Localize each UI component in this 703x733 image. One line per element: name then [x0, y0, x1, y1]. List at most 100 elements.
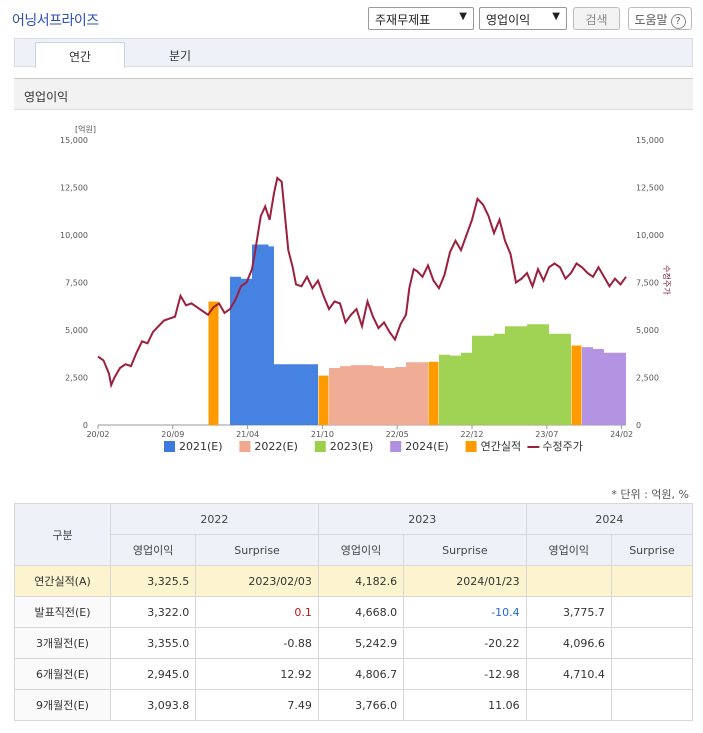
table-row: 발표직전(E) 3,322.0 0.1 4,668.0 -10.4 3,775.7: [14, 596, 694, 628]
legend-swatch: [465, 441, 477, 452]
tab-quarterly[interactable]: 분기: [168, 49, 192, 63]
y-tick-label: 7,500: [65, 279, 88, 288]
table-cell: 5,242.9: [317, 627, 405, 659]
table-cell: 3,766.0: [317, 689, 405, 721]
legend-label: 2021(E): [179, 440, 223, 453]
actual-bar: [428, 361, 439, 425]
table-cell: -20.22: [403, 627, 527, 659]
legend-swatch: [314, 441, 326, 452]
legend-swatch: [390, 441, 402, 452]
chevron-down-icon: ▼: [459, 11, 467, 22]
table-cell: [525, 565, 612, 597]
metric-select[interactable]: 영업이익 ▼: [479, 7, 567, 30]
y-axis-unit: [억원]: [75, 124, 96, 134]
search-button[interactable]: 검색: [573, 7, 620, 30]
table-cell: [610, 565, 694, 597]
x-tick-label: 20/02: [86, 430, 109, 439]
table-cell: 4,668.0: [317, 596, 405, 628]
earnings-chart: [억원] 15,000 15,000 12,500 12,500 10,000 10,000…: [14, 110, 693, 460]
legend-label: 2022(E): [254, 440, 298, 453]
estimate-area: [582, 347, 626, 425]
y-tick-label: 10,000: [60, 231, 88, 240]
y-tick-label: 0: [83, 421, 88, 430]
actual-bar: [571, 345, 582, 425]
row-label: 연간실적(A): [14, 565, 111, 597]
legend-swatch: [239, 441, 251, 452]
y-right-tick-label: 2,500: [636, 374, 659, 383]
legend-label: 2023(E): [330, 440, 374, 453]
x-tick-label: 21/04: [236, 430, 259, 439]
table-cell: 0.1: [195, 596, 319, 628]
y-tick-label: 12,500: [60, 184, 88, 193]
table-cell: 11.06: [403, 689, 527, 721]
statement-select-value: 주재무제표: [375, 13, 431, 27]
help-button-label: 도움말: [634, 13, 668, 27]
table-row: 연간실적(A) 3,325.5 2023/02/03 4,182.6 2024/01/2…: [14, 565, 694, 597]
legend-label: 연간실적: [481, 440, 521, 453]
table-cell: [610, 689, 694, 721]
legend-label: 수정주가: [542, 440, 582, 453]
y-right-tick-label: 0: [636, 421, 641, 430]
table-body: 연간실적(A) 3,325.5 2023/02/03 4,182.6 2024/01/2…: [14, 565, 694, 721]
table-cell: -0.88: [195, 627, 319, 659]
subheader-op-income: 영업이익: [317, 534, 405, 566]
question-icon: ?: [670, 14, 686, 29]
table-cell: [525, 689, 612, 721]
metric-select-value: 영업이익: [486, 13, 531, 27]
header-year-2024: 2024: [525, 503, 694, 535]
chart-svg: [억원] 15,000 15,000 12,500 12,500 10,000 10,000…: [60, 124, 672, 453]
row-label: 6개월전(E): [14, 658, 111, 690]
y-tick-label: 5,000: [65, 326, 88, 335]
price-line: [97, 176, 627, 389]
header-category: 구분: [14, 503, 111, 566]
table-cell: 4,096.6: [525, 627, 612, 659]
y-right-tick-label: 5,000: [636, 326, 659, 335]
table-cell: 3,355.0: [109, 627, 197, 659]
help-button[interactable]: 도움말?: [628, 7, 692, 30]
table-cell: [610, 627, 694, 659]
estimate-area: [439, 324, 571, 425]
table-cell: 4,710.4: [525, 658, 612, 690]
y-right-axis-label: 수정주가: [662, 265, 672, 295]
subheader-op-income: 영업이익: [109, 534, 197, 566]
y-right-tick-label: 15,000: [636, 136, 664, 145]
table-cell: 2,945.0: [109, 658, 197, 690]
x-tick-label: 20/09: [161, 430, 184, 439]
x-tick-label: 22/12: [460, 430, 483, 439]
x-tick-label: 21/10: [311, 430, 334, 439]
table-cell: [610, 658, 694, 690]
table-cell: 4,806.7: [317, 658, 405, 690]
row-label: 9개월전(E): [14, 689, 111, 721]
y-right-tick-label: 12,500: [636, 184, 664, 193]
table-row: 3개월전(E) 3,355.0 -0.88 5,242.9 -20.22 4,096.6: [14, 627, 694, 659]
table-cell: -10.4: [403, 596, 527, 628]
subheader-op-income: 영업이익: [525, 534, 612, 566]
table-cell: 12.92: [195, 658, 319, 690]
table-row: 6개월전(E) 2,945.0 12.92 4,806.7 -12.98 4,710.4: [14, 658, 694, 690]
table-cell: 7.49: [195, 689, 319, 721]
tab-annual[interactable]: 연간: [35, 42, 125, 68]
table-cell: -12.98: [403, 658, 527, 690]
actual-bar: [318, 375, 329, 425]
table-cell: 4,182.6: [317, 565, 405, 597]
row-label: 발표직전(E): [14, 596, 111, 628]
estimate-area: [329, 361, 428, 425]
table-row: 9개월전(E) 3,093.8 7.49 3,766.0 11.06: [14, 689, 694, 721]
estimate-area: [230, 244, 318, 425]
header-year-2022: 2022: [110, 503, 319, 535]
y-tick-label: 15,000: [60, 136, 88, 145]
header: 어닝서프라이즈 주재무제표 ▼ 영업이익 ▼ 검색 도움말?: [0, 0, 703, 36]
table-cell: 2023/02/03: [195, 565, 319, 597]
x-tick-label: 22/05: [386, 430, 409, 439]
unit-note: * 단위 : 억원, %: [611, 488, 689, 501]
table-cell: 3,325.5: [109, 565, 197, 597]
subheader-surprise: Surprise: [195, 534, 319, 566]
actual-bar: [208, 301, 219, 425]
statement-select[interactable]: 주재무제표 ▼: [368, 7, 474, 30]
header-year-2023: 2023: [317, 503, 527, 535]
y-tick-label: 2,500: [65, 374, 88, 383]
row-label: 3개월전(E): [14, 627, 111, 659]
table-cell: [610, 596, 694, 628]
x-tick-label: 23/07: [535, 430, 558, 439]
table-cell: 2024/01/23: [403, 565, 527, 597]
